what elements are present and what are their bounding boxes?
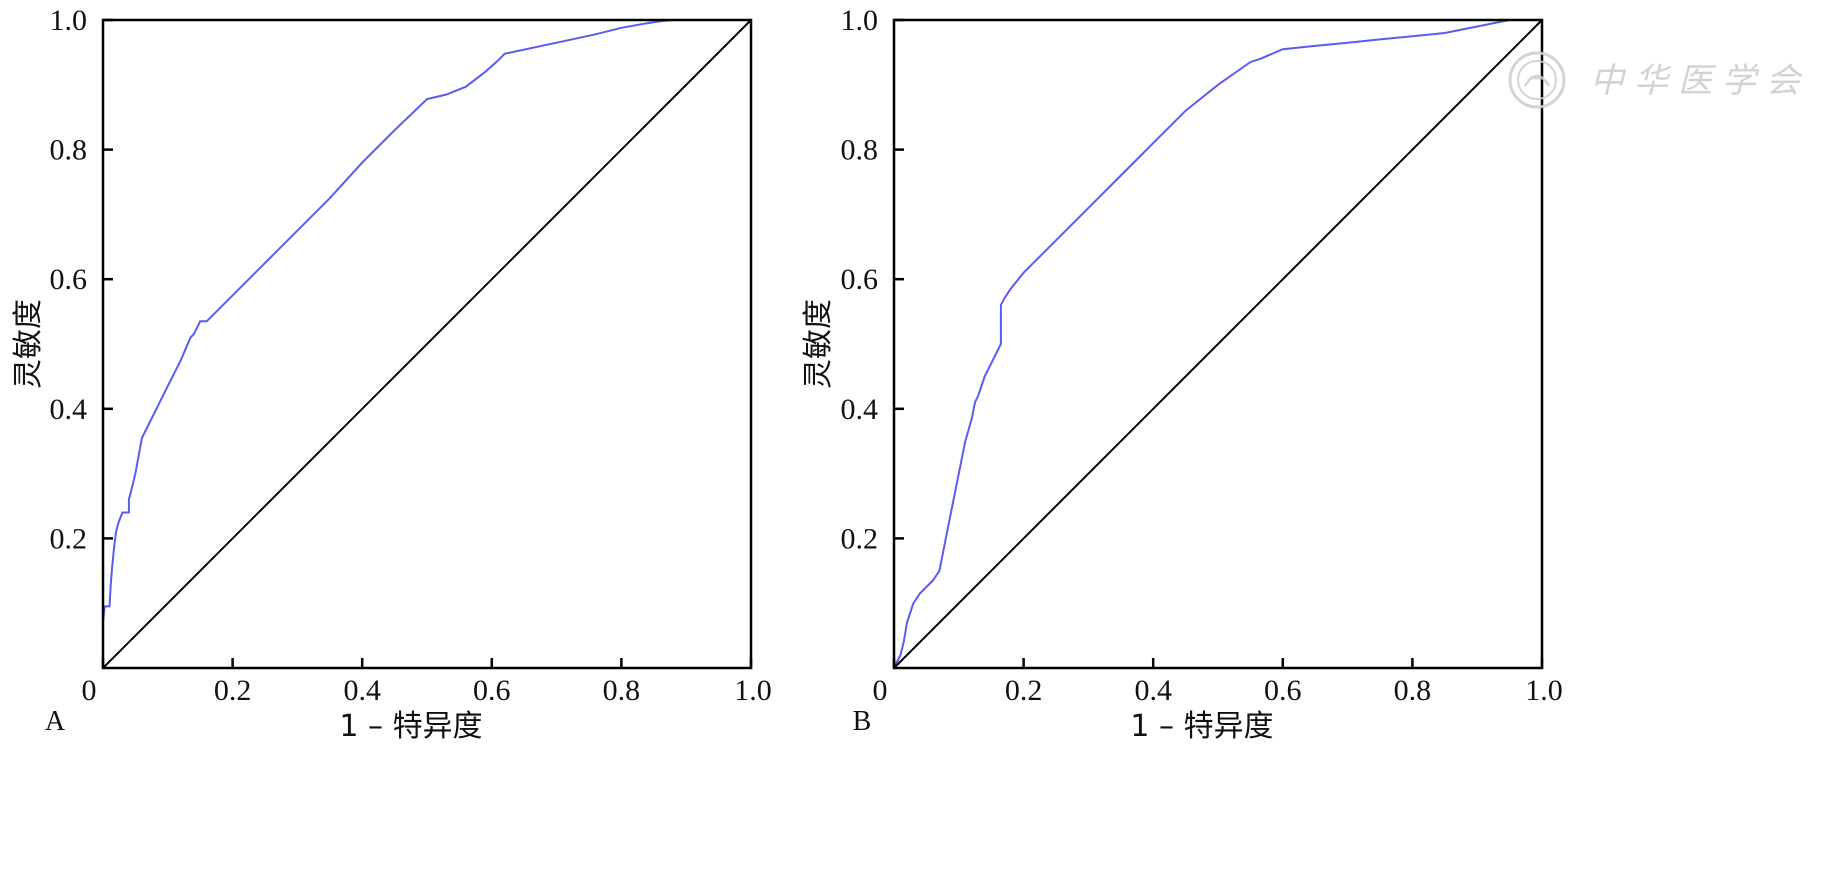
- x-axis-title: 1 – 特异度: [1130, 709, 1273, 744]
- x-tick-label: 0.4: [343, 674, 381, 707]
- reference-diagonal-line: [893, 19, 1543, 669]
- x-tick-label: 0.2: [214, 674, 252, 707]
- y-tick-label: 1.0: [50, 4, 88, 37]
- x-tick-label: 0.8: [603, 674, 641, 707]
- y-tick-label: 0.4: [50, 393, 88, 426]
- y-tick-label: 0.2: [841, 522, 879, 555]
- plot-frame: [892, 18, 1544, 670]
- x-tick-label: 0: [82, 674, 97, 707]
- y-tick-label: 0.6: [50, 263, 88, 296]
- panel-label: B: [853, 706, 872, 737]
- watermark-text: 中华医学会: [1590, 61, 1810, 101]
- panel-a: 0 0.2 0.4 0.6 0.8 1.0 0.2 0.4 0.6 0.8 1.0 1 – 特异度 灵敏…: [11, 4, 772, 744]
- watermark: 中华医学会: [1508, 51, 1810, 109]
- y-tick-label: 0.4: [841, 393, 879, 426]
- y-axis-title: 灵敏度: [11, 299, 46, 389]
- x-tick-label: 0: [873, 674, 888, 707]
- y-tick-label: 0.8: [50, 134, 88, 167]
- x-tick-label: 0.4: [1134, 674, 1172, 707]
- reference-diagonal-line: [102, 19, 752, 669]
- y-axis-title: 灵敏度: [801, 299, 836, 389]
- y-tick-label: 0.2: [50, 522, 88, 555]
- x-tick-label: 1.0: [734, 674, 772, 707]
- x-tick-label: 0.6: [473, 674, 511, 707]
- y-tick-label: 1.0: [841, 4, 879, 37]
- panel-b: 0 0.2 0.4 0.6 0.8 1.0 0.2 0.4 0.6 0.8 1.0 1 – 特异度 灵敏…: [801, 4, 1563, 744]
- roc-curve-line: [893, 19, 1542, 669]
- y-tick-label: 0.6: [841, 263, 879, 296]
- x-tick-label: 0.2: [1005, 674, 1043, 707]
- panel-label: A: [45, 706, 66, 737]
- plot-frame: [101, 18, 753, 670]
- y-tick-label: 0.8: [841, 134, 879, 167]
- society-seal-icon: [1508, 51, 1566, 109]
- x-tick-label: 0.8: [1394, 674, 1432, 707]
- x-axis-title: 1 – 特异度: [339, 709, 482, 744]
- x-tick-label: 0.6: [1264, 674, 1302, 707]
- roc-curve-line: [102, 19, 751, 623]
- x-tick-label: 1.0: [1525, 674, 1563, 707]
